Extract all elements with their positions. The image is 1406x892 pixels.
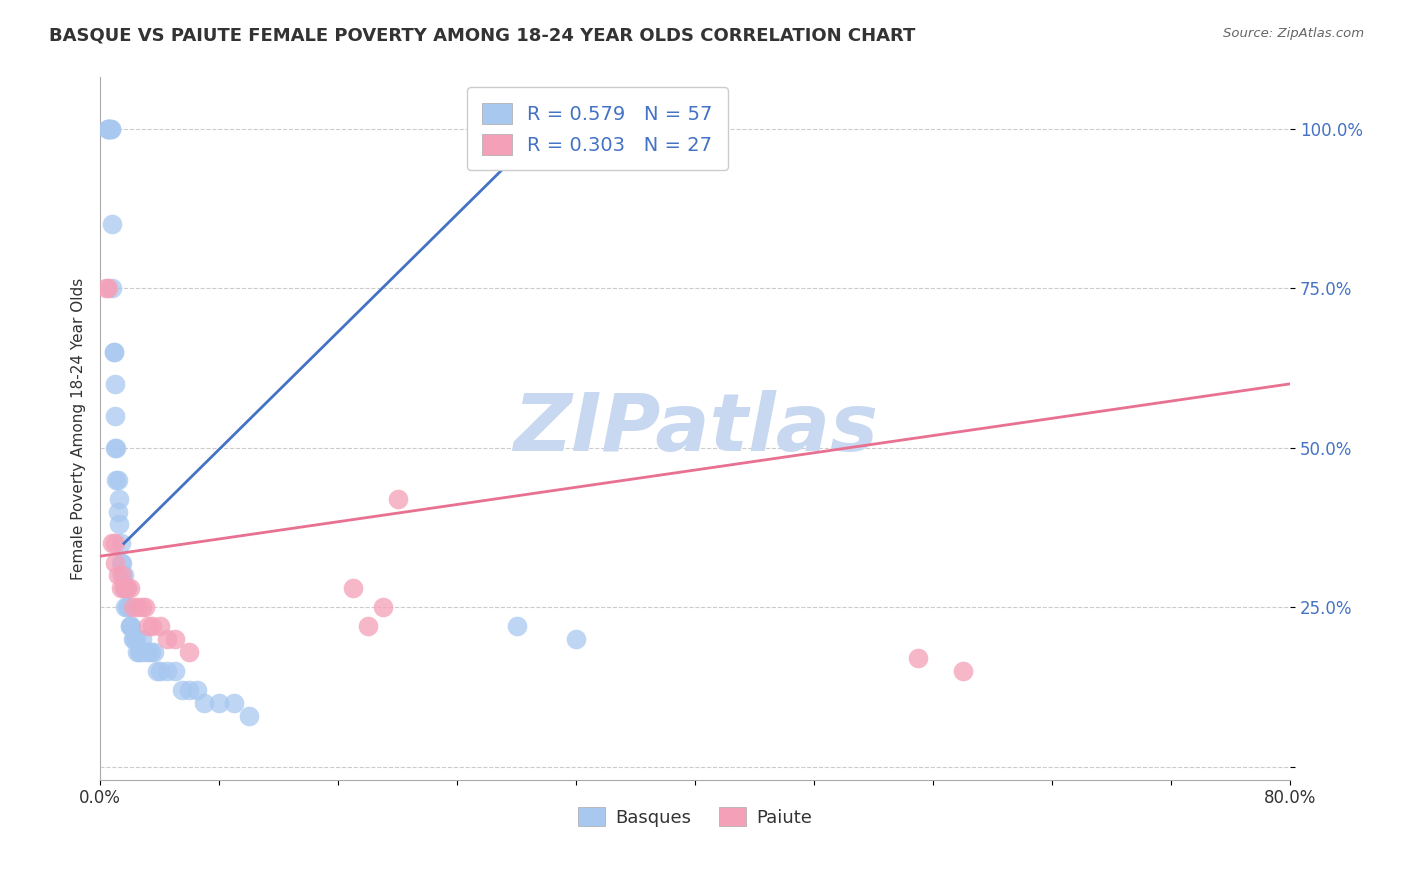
Legend: Basques, Paiute: Basques, Paiute (571, 799, 820, 834)
Point (149, 664, 172, 678)
Point (108, 491, 131, 506)
Point (505, 619, 527, 633)
Point (97, 121, 120, 136)
Point (371, 600, 394, 615)
Point (118, 581, 141, 595)
Point (111, 568, 134, 582)
Point (107, 504, 129, 518)
Point (141, 619, 163, 633)
Point (342, 581, 364, 595)
Point (127, 645, 149, 659)
Point (142, 645, 165, 659)
Point (136, 619, 159, 633)
Point (136, 645, 159, 659)
Point (110, 556, 132, 570)
Point (139, 645, 162, 659)
Point (208, 696, 231, 710)
Text: Source: ZipAtlas.com: Source: ZipAtlas.com (1223, 27, 1364, 40)
Point (129, 645, 152, 659)
Point (156, 664, 179, 678)
Point (110, 536, 132, 550)
Point (387, 491, 409, 506)
Point (128, 645, 150, 659)
Point (112, 568, 135, 582)
Point (565, 632, 588, 647)
Point (104, 376, 127, 391)
Point (127, 600, 149, 615)
Point (114, 581, 136, 595)
Point (179, 645, 201, 659)
Point (156, 632, 179, 647)
Point (117, 600, 139, 615)
Point (186, 683, 208, 698)
Point (115, 581, 138, 595)
Point (111, 556, 134, 570)
Point (100, 121, 122, 136)
Point (149, 619, 172, 633)
Point (179, 683, 201, 698)
Point (134, 600, 156, 615)
Point (170, 683, 193, 698)
Point (103, 345, 125, 359)
Point (111, 568, 134, 582)
Point (105, 473, 128, 487)
Point (100, 121, 122, 136)
Point (94, 281, 117, 295)
Point (357, 619, 380, 633)
Point (121, 600, 143, 615)
Point (145, 664, 167, 678)
Point (104, 441, 127, 455)
Point (97, 281, 120, 295)
Point (124, 632, 146, 647)
Point (115, 581, 138, 595)
Point (101, 536, 124, 550)
Point (112, 581, 135, 595)
Point (101, 217, 124, 231)
Point (114, 600, 136, 615)
Point (125, 632, 148, 647)
Y-axis label: Female Poverty Among 18-24 Year Olds: Female Poverty Among 18-24 Year Olds (72, 277, 86, 580)
Text: BASQUE VS PAIUTE FEMALE POVERTY AMONG 18-24 YEAR OLDS CORRELATION CHART: BASQUE VS PAIUTE FEMALE POVERTY AMONG 18… (49, 27, 915, 45)
Point (118, 619, 141, 633)
Point (101, 281, 124, 295)
Point (134, 645, 156, 659)
Point (107, 473, 129, 487)
Point (98, 121, 121, 136)
Point (105, 441, 128, 455)
Point (163, 664, 186, 678)
Point (238, 708, 260, 723)
Point (120, 619, 142, 633)
Point (104, 536, 127, 550)
Point (222, 696, 245, 710)
Point (193, 696, 215, 710)
Point (108, 517, 131, 532)
Point (112, 581, 135, 595)
Point (110, 581, 132, 595)
Point (97, 121, 120, 136)
Point (97, 121, 120, 136)
Point (104, 409, 127, 423)
Point (104, 556, 127, 570)
Point (163, 632, 186, 647)
Point (121, 632, 143, 647)
Point (131, 600, 153, 615)
Point (131, 632, 153, 647)
Point (952, 664, 974, 678)
Point (115, 600, 138, 615)
Point (107, 568, 129, 582)
Point (103, 345, 125, 359)
Point (118, 619, 141, 633)
Text: ZIPatlas: ZIPatlas (513, 390, 877, 467)
Point (907, 651, 929, 665)
